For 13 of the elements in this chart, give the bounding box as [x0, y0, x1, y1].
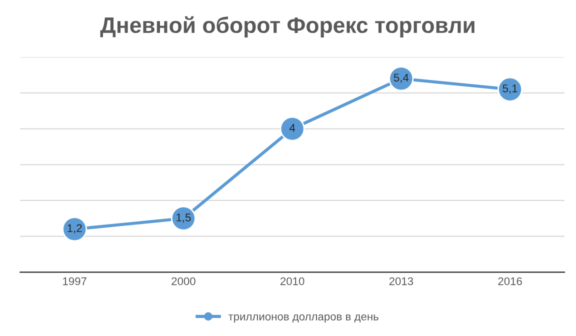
- data-label: 1,5: [176, 214, 191, 223]
- chart-title: Дневной оборот Форекс торговли: [100, 16, 474, 38]
- x-tick-label: 2000: [172, 277, 196, 286]
- x-tick-label: 2016: [498, 277, 522, 286]
- data-label: 4: [289, 124, 296, 132]
- data-label: 5,4: [394, 74, 409, 83]
- x-tick-label: 2013: [389, 277, 414, 286]
- x-tick-label: 1997: [63, 277, 86, 286]
- x-tick-label: 2010: [280, 277, 304, 286]
- point: [280, 116, 305, 142]
- data-label: 5,1: [502, 84, 518, 94]
- legend-label: триллионов долларов в день: [228, 314, 378, 323]
- data-label: 1,2: [68, 224, 82, 234]
